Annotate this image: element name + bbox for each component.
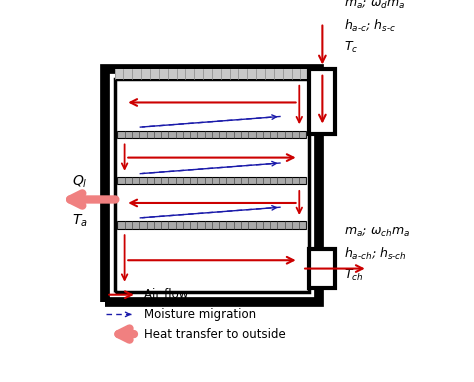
Bar [310, 249, 336, 288]
Bar [118, 177, 307, 185]
Text: Heat transfer to outside: Heat transfer to outside [144, 328, 286, 341]
Text: Moisture migration: Moisture migration [144, 308, 256, 321]
Text: $m_a$; $\omega_d m_a$: $m_a$; $\omega_d m_a$ [345, 0, 406, 11]
Text: $m_a$; $\omega_{ch} m_a$: $m_a$; $\omega_{ch} m_a$ [345, 226, 410, 239]
Text: Air flow: Air flow [144, 288, 188, 301]
Text: $T_{ch}$: $T_{ch}$ [345, 268, 364, 283]
Bar [115, 69, 310, 79]
Bar [310, 69, 336, 134]
Text: $h_{a\text{-}c}$; $h_{s\text{-}c}$: $h_{a\text{-}c}$; $h_{s\text{-}c}$ [345, 18, 397, 34]
Bar [118, 131, 307, 138]
Text: $T_a$: $T_a$ [72, 213, 87, 229]
Bar [308, 69, 311, 134]
Bar [118, 222, 307, 229]
Text: $h_{a\text{-}ch}$; $h_{s\text{-}ch}$: $h_{a\text{-}ch}$; $h_{s\text{-}ch}$ [345, 246, 407, 262]
Text: $T_c$: $T_c$ [345, 40, 359, 55]
Bar [308, 249, 311, 288]
Text: $Q_l$: $Q_l$ [72, 173, 87, 190]
